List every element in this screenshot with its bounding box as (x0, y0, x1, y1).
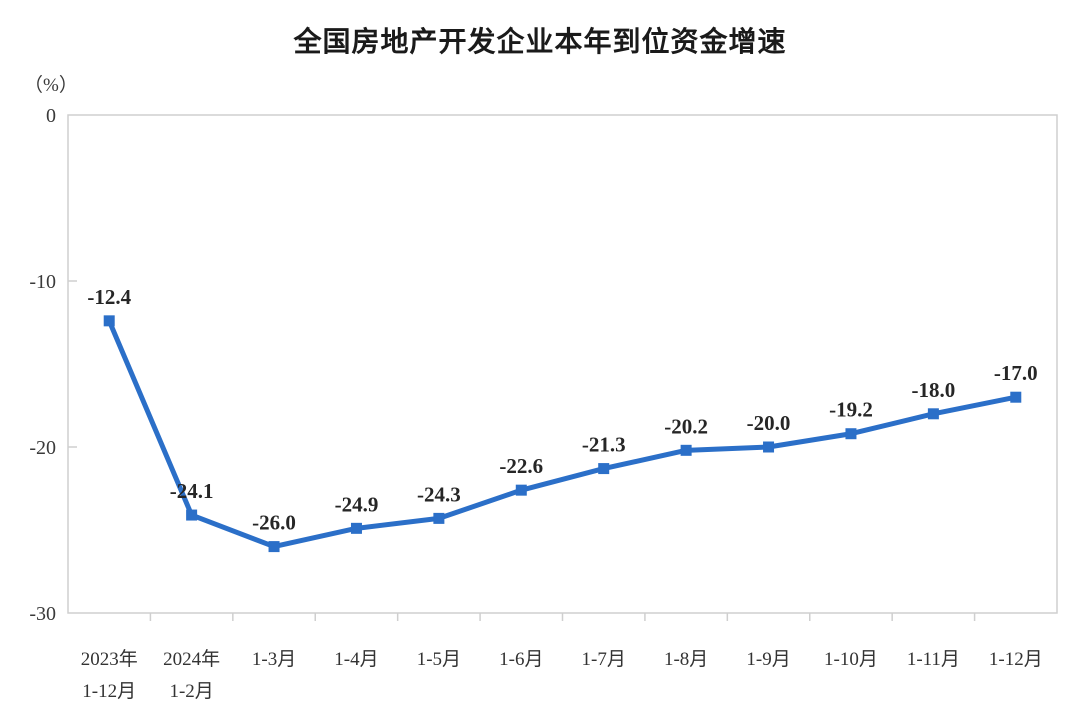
y-tick-label: 0 (46, 105, 56, 127)
data-point-label: -17.0 (994, 361, 1038, 385)
data-point-marker (350, 522, 362, 534)
data-point-marker (845, 428, 857, 440)
data-point-marker (515, 484, 527, 496)
x-category-label: 1-8月 (664, 649, 708, 670)
data-point-label: -12.4 (87, 285, 131, 309)
x-category-label: 1-12月 (989, 649, 1043, 670)
x-category-label: 1-4月 (334, 649, 378, 670)
data-point-label: -18.0 (912, 378, 956, 402)
y-tick-label: -10 (29, 271, 56, 293)
x-category-label: 1-3月 (252, 649, 296, 670)
x-category-label: 1-5月 (417, 649, 461, 670)
data-point-marker (186, 509, 198, 521)
data-point-marker (1010, 391, 1022, 403)
data-point-label: -26.0 (252, 511, 296, 535)
data-point-label: -24.3 (417, 482, 461, 506)
data-point-marker (927, 408, 939, 420)
x-category-label: 1-2月 (169, 681, 213, 702)
data-point-label: -24.9 (335, 492, 379, 516)
x-category-label: 1-7月 (582, 649, 626, 670)
data-point-marker (763, 441, 775, 453)
data-point-marker (680, 444, 692, 456)
data-point-marker (268, 541, 280, 553)
data-point-marker (598, 463, 610, 475)
x-category-label: 1-6月 (499, 649, 543, 670)
x-category-label: 2024年 (163, 648, 220, 670)
data-point-label: -24.1 (170, 479, 214, 503)
plot-border (67, 114, 1058, 614)
chart-title: 全国房地产开发企业本年到位资金增速 (293, 26, 787, 57)
data-line (106, 318, 1019, 550)
data-point-label: -20.2 (664, 414, 708, 438)
y-tick-label: -20 (29, 437, 56, 459)
x-category-label: 1-12月 (82, 681, 136, 702)
data-point-label: -21.3 (582, 433, 626, 457)
data-point-label: -20.0 (747, 411, 791, 435)
x-category-label: 1-11月 (907, 649, 960, 670)
data-point-label: -19.2 (829, 398, 873, 422)
x-category-label: 2023年 (81, 648, 138, 670)
y-axis-unit-label: （%） (24, 75, 78, 96)
data-point-label: -22.6 (499, 454, 543, 478)
x-category-label: 1-9月 (746, 649, 790, 670)
y-tick-label: -30 (29, 603, 56, 625)
x-category-label: 1-10月 (824, 649, 878, 670)
data-point-marker (103, 315, 115, 327)
data-point-marker (433, 512, 445, 524)
